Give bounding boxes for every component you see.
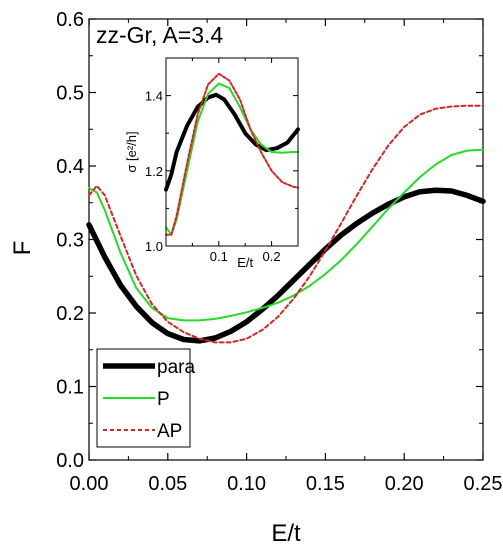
y-axis-label: F — [9, 241, 36, 256]
x-tick-label: 0.00 — [70, 473, 109, 495]
series-line-ap — [88, 104, 484, 344]
chart-title: zz-Gr, A=3.4 — [96, 22, 223, 48]
x-axis-label: E/t — [271, 520, 301, 547]
series-line-para — [86, 187, 486, 344]
y-tick-label: 0.0 — [56, 450, 84, 472]
inset-x-tick-label: 0.1 — [210, 249, 228, 264]
x-tick-label: 0.10 — [227, 473, 266, 495]
legend-label-para: para — [157, 357, 195, 378]
inset-series-line-para — [164, 92, 300, 192]
inset-y-tick-label: 1.2 — [145, 164, 163, 179]
y-tick-label: 0.3 — [56, 230, 84, 252]
inset-x-axis-label: E/t — [237, 255, 253, 270]
inset-ticks: 1.0 1.2 1.4 0.1 0.2 — [145, 58, 298, 264]
y-tick-label: 0.4 — [56, 156, 84, 178]
main-ticks: 0.0 0.1 0.2 0.3 0.4 0.5 0.6 0.00 0.05 0.10 0.15 0.2… — [56, 9, 502, 495]
x-tick-label: 0.20 — [385, 473, 424, 495]
inset-plot: 1.0 1.2 1.4 0.1 0.2 E/t σ [e²/h] — [124, 57, 300, 270]
main-curves — [86, 104, 486, 344]
main-plot: 0.0 0.1 0.2 0.3 0.4 0.5 0.6 0.00 0.05 0.10 0.15 0.2… — [9, 9, 502, 547]
legend: para P AP — [96, 348, 195, 448]
inset-curves — [164, 72, 300, 236]
legend-label-p: P — [157, 389, 170, 410]
y-tick-label: 0.6 — [56, 9, 84, 31]
series-line-p — [88, 148, 484, 322]
inset-y-tick-label: 1.0 — [145, 239, 163, 254]
legend-label-ap: AP — [157, 421, 182, 442]
inset-y-tick-label: 1.4 — [145, 89, 163, 104]
inset-y-axis-label: σ [e²/h] — [124, 131, 139, 172]
inset-series-line-ap — [165, 72, 299, 236]
y-tick-label: 0.2 — [56, 303, 84, 325]
x-tick-label: 0.25 — [464, 473, 503, 495]
x-tick-label: 0.05 — [148, 473, 187, 495]
x-tick-label: 0.15 — [306, 473, 345, 495]
y-tick-label: 0.5 — [56, 83, 84, 105]
y-tick-label: 0.1 — [56, 377, 84, 399]
inset-plot-frame — [165, 57, 299, 247]
inset-x-tick-label: 0.2 — [263, 249, 281, 264]
